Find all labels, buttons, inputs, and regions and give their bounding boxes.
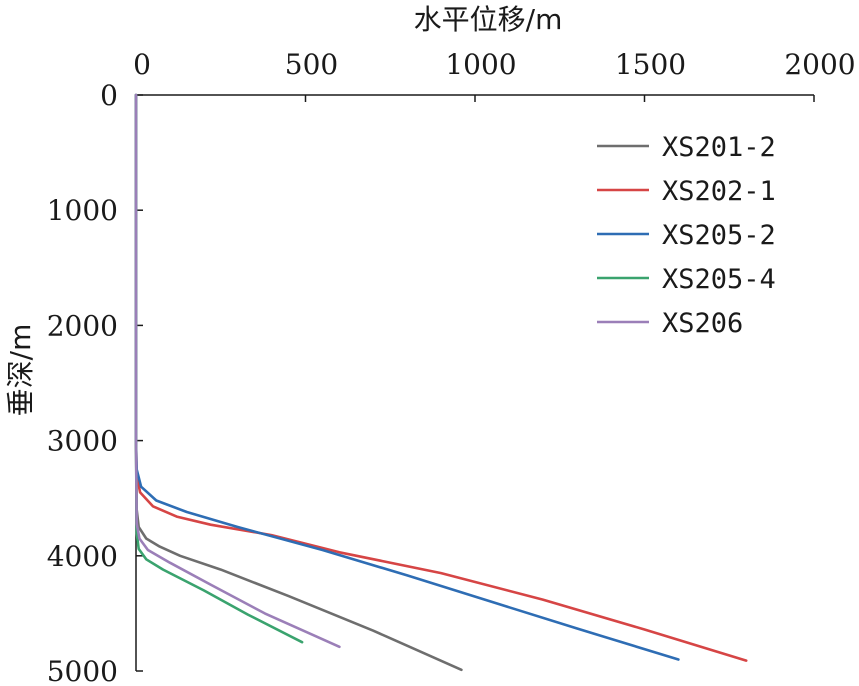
x-tick-label: 500 <box>285 48 338 81</box>
y-tick-label: 0 <box>100 79 118 112</box>
x-ticks: 0 500 1000 1500 2000 <box>133 48 856 102</box>
x-tick-label: 1000 <box>445 48 516 81</box>
y-tick-label: 1000 <box>47 194 118 227</box>
legend-label-xs201-2: XS201-2 <box>662 132 776 163</box>
x-tick-label: 2000 <box>784 48 855 81</box>
legend-label-xs202-1: XS202-1 <box>662 176 776 207</box>
series-line-xs206 <box>134 93 341 649</box>
y-tick-label: 2000 <box>47 309 118 342</box>
y-ticks: 0 1000 2000 3000 4000 5000 <box>47 79 143 686</box>
y-tick-label: 5000 <box>47 655 118 686</box>
y-tick-label: 4000 <box>47 540 118 573</box>
x-axis-title: 水平位移/m <box>414 3 563 36</box>
series-line-xs202-1 <box>134 93 748 662</box>
legend: XS201-2 XS202-1 XS205-2 XS205-4 XS206 <box>597 132 776 339</box>
legend-label-xs205-2: XS205-2 <box>662 220 776 251</box>
legend-label-xs205-4: XS205-4 <box>662 264 776 295</box>
series-line-xs205-4 <box>134 93 304 644</box>
series-group <box>134 93 748 672</box>
legend-label-xs206: XS206 <box>662 308 743 339</box>
series-line-xs201-2 <box>134 93 463 672</box>
y-tick-label: 3000 <box>47 425 118 458</box>
y-axis-title: 垂深/m <box>4 324 37 417</box>
x-tick-label: 0 <box>133 48 151 81</box>
series-line-xs205-2 <box>134 93 680 661</box>
x-tick-label: 1500 <box>615 48 686 81</box>
